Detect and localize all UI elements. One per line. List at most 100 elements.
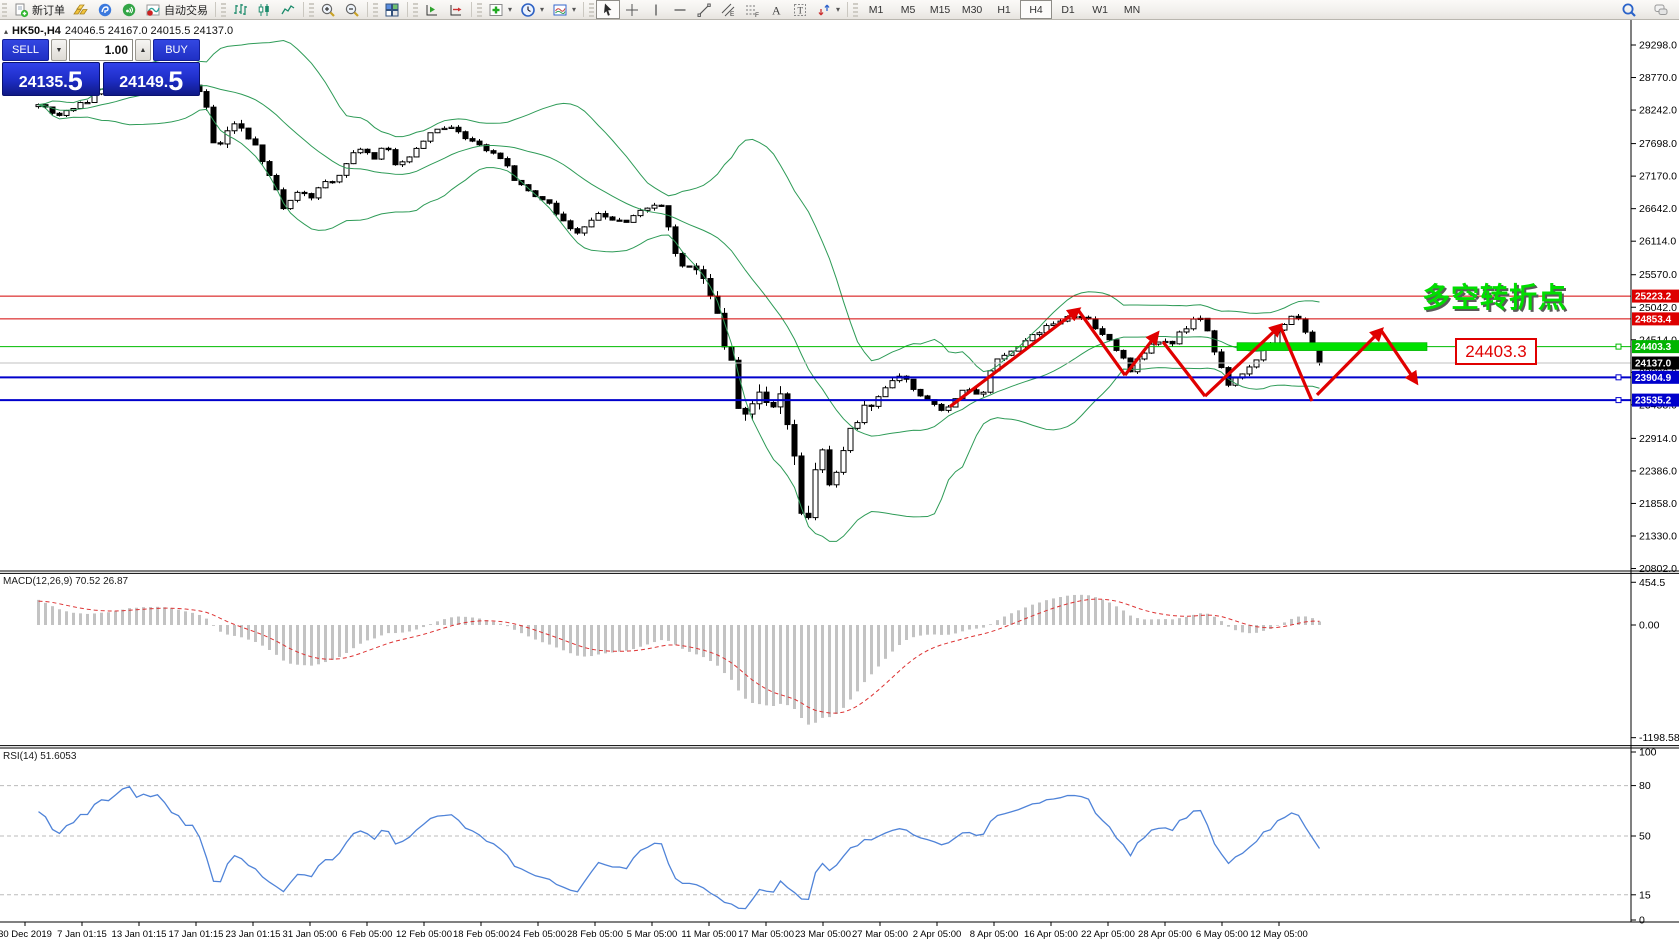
date-tick-label: 6 Feb 05:00 — [342, 929, 393, 940]
price-badge-label: 23904.9 — [1635, 373, 1672, 384]
equidistant-channel-button[interactable]: E — [716, 0, 740, 19]
bollinger-bands — [38, 40, 1320, 542]
rsi-indicator-label: RSI(14) 51.6053 — [3, 751, 76, 762]
timeframe-mn-button[interactable]: MN — [1123, 3, 1141, 16]
date-tick-label: 27 Mar 05:00 — [852, 929, 908, 940]
cursor-icon — [604, 3, 612, 16]
date-tick-label: 24 Feb 05:00 — [510, 929, 566, 940]
autotrade-icon — [146, 4, 160, 16]
search-button[interactable] — [1617, 0, 1641, 19]
date-tick-label: 12 May 05:00 — [1250, 929, 1308, 940]
zoom-in-icon — [321, 3, 335, 17]
autotrading-label: 自动交易 — [164, 4, 208, 17]
volume-increase-button[interactable]: ▲ — [135, 39, 151, 61]
svg-text:T: T — [798, 5, 804, 15]
horizontal-line-button[interactable] — [668, 0, 692, 19]
date-tick-label: 11 Mar 05:00 — [681, 929, 736, 940]
macd-value-signal: 26.87 — [103, 576, 129, 587]
toolbar-separator — [847, 2, 849, 17]
sell-price: 24135. — [18, 74, 68, 91]
timeframe-h4-button[interactable]: H4 — [1020, 0, 1053, 19]
timeframe-m1-button[interactable]: M1 — [868, 3, 884, 16]
channel-icon: E — [721, 3, 735, 18]
cursor-button[interactable] — [596, 0, 621, 19]
timeframe-d1-button[interactable]: D1 — [1061, 3, 1075, 16]
price-axis: 29298.0 28770.0 28242.0 27698.0 27170.0 26642… — [0, 19, 1679, 923]
rsi-tick-label: 100 — [1639, 747, 1657, 759]
doc-plus-icon — [15, 3, 29, 17]
price-badge — [1632, 289, 1679, 303]
new-order-button[interactable]: 新订单 — [9, 0, 69, 19]
periods-button[interactable]: ▾ — [516, 0, 548, 19]
vertical-line-button[interactable] — [644, 0, 668, 19]
text-label-button[interactable]: T — [788, 0, 812, 19]
templates-button[interactable]: ▾ — [548, 0, 580, 19]
price-tick-label: 29298.0 — [1639, 40, 1677, 52]
hline-icon — [674, 8, 686, 11]
date-tick-label: 6 May 05:00 — [1196, 929, 1248, 940]
macd-tick-label: 0.00 — [1639, 620, 1660, 632]
price-tick-label: 21858.0 — [1639, 498, 1677, 510]
date-tick-label: 31 Jan 05:00 — [283, 929, 338, 940]
one-click-trading-panel: SELL ▼ ▲ BUY 24135. 5 24149. 5 — [2, 39, 200, 96]
toolbar-separator — [583, 2, 585, 17]
timeframe-m15-button[interactable]: M15 — [929, 3, 951, 16]
bars-icon — [234, 3, 247, 15]
price-tick-label: 20802.0 — [1639, 563, 1677, 575]
sell-button[interactable]: SELL — [2, 39, 49, 61]
rsi-value: 51.6053 — [40, 751, 77, 762]
trend-arrows[interactable] — [949, 307, 1419, 408]
signals-button[interactable] — [117, 0, 141, 19]
date-tick-label: 7 Jan 01:15 — [57, 929, 107, 940]
macd-pane: 454.5 0.00 -1198.58 — [37, 577, 1679, 744]
arrowsym-icon — [818, 4, 830, 15]
fibonacci-button[interactable]: F — [740, 0, 764, 19]
autoscroll-icon — [426, 4, 437, 15]
text-button[interactable]: A — [764, 0, 788, 19]
timeframe-m5-button[interactable]: M5 — [900, 3, 916, 16]
volume-decrease-button[interactable]: ▼ — [51, 39, 67, 61]
macd-value-main: 70.52 — [75, 576, 101, 587]
timeframe-m30-button[interactable]: M30 — [961, 3, 983, 16]
zoom-out-button[interactable] — [340, 0, 364, 19]
candle-chart-button[interactable] — [252, 0, 276, 19]
horizontal-level-lines[interactable] — [0, 295, 1631, 404]
sell-price-display[interactable]: 24135. 5 — [2, 62, 100, 96]
auto-scroll-button[interactable] — [420, 0, 444, 19]
date-tick-label: 5 Mar 05:00 — [627, 929, 678, 940]
sell-price-pip: 5 — [67, 66, 83, 97]
chat-button[interactable] — [1649, 0, 1673, 19]
tile-windows-button[interactable] — [380, 0, 404, 19]
level-price-label[interactable]: 24403.3 — [1455, 338, 1537, 365]
candles-icon — [258, 3, 269, 16]
rsi-pane: 100 80 50 15 0 — [0, 747, 1657, 927]
timeframe-w1-button[interactable]: W1 — [1092, 3, 1108, 16]
crosshair-button[interactable] — [620, 0, 644, 19]
support-zone-bar[interactable] — [1236, 342, 1428, 351]
toolbar-separator — [407, 2, 408, 17]
chart-shift-button[interactable] — [444, 0, 468, 19]
price-tick-label: 21330.0 — [1639, 530, 1677, 542]
line-chart-button[interactable] — [276, 0, 300, 19]
buy-button[interactable]: BUY — [153, 39, 200, 61]
date-tick-label: 23 Mar 05:00 — [795, 929, 851, 940]
autotrading-button[interactable]: 自动交易 — [141, 0, 212, 19]
buy-price-pip: 5 — [168, 66, 184, 97]
macd-name: MACD(12,26,9) — [3, 576, 73, 587]
gold-button[interactable] — [69, 0, 93, 19]
price-badge-label: 24403.3 — [1635, 342, 1672, 353]
arrow-objects-button[interactable]: ▾ — [812, 0, 844, 19]
fibo-icon: F — [746, 5, 759, 18]
bar-chart-button[interactable] — [228, 0, 252, 19]
trendline-button[interactable] — [692, 0, 716, 19]
svg-text:E: E — [730, 11, 735, 18]
search-icon — [1622, 3, 1636, 17]
zoom-in-button[interactable] — [316, 0, 340, 19]
volume-input[interactable] — [69, 39, 133, 61]
rsi-name: RSI(14) — [3, 751, 38, 762]
buy-price-display[interactable]: 24149. 5 — [102, 62, 200, 97]
timeframe-h1-button[interactable]: H1 — [997, 3, 1011, 16]
indicators-button[interactable]: ▾ — [484, 0, 516, 19]
community-button[interactable] — [93, 0, 117, 19]
